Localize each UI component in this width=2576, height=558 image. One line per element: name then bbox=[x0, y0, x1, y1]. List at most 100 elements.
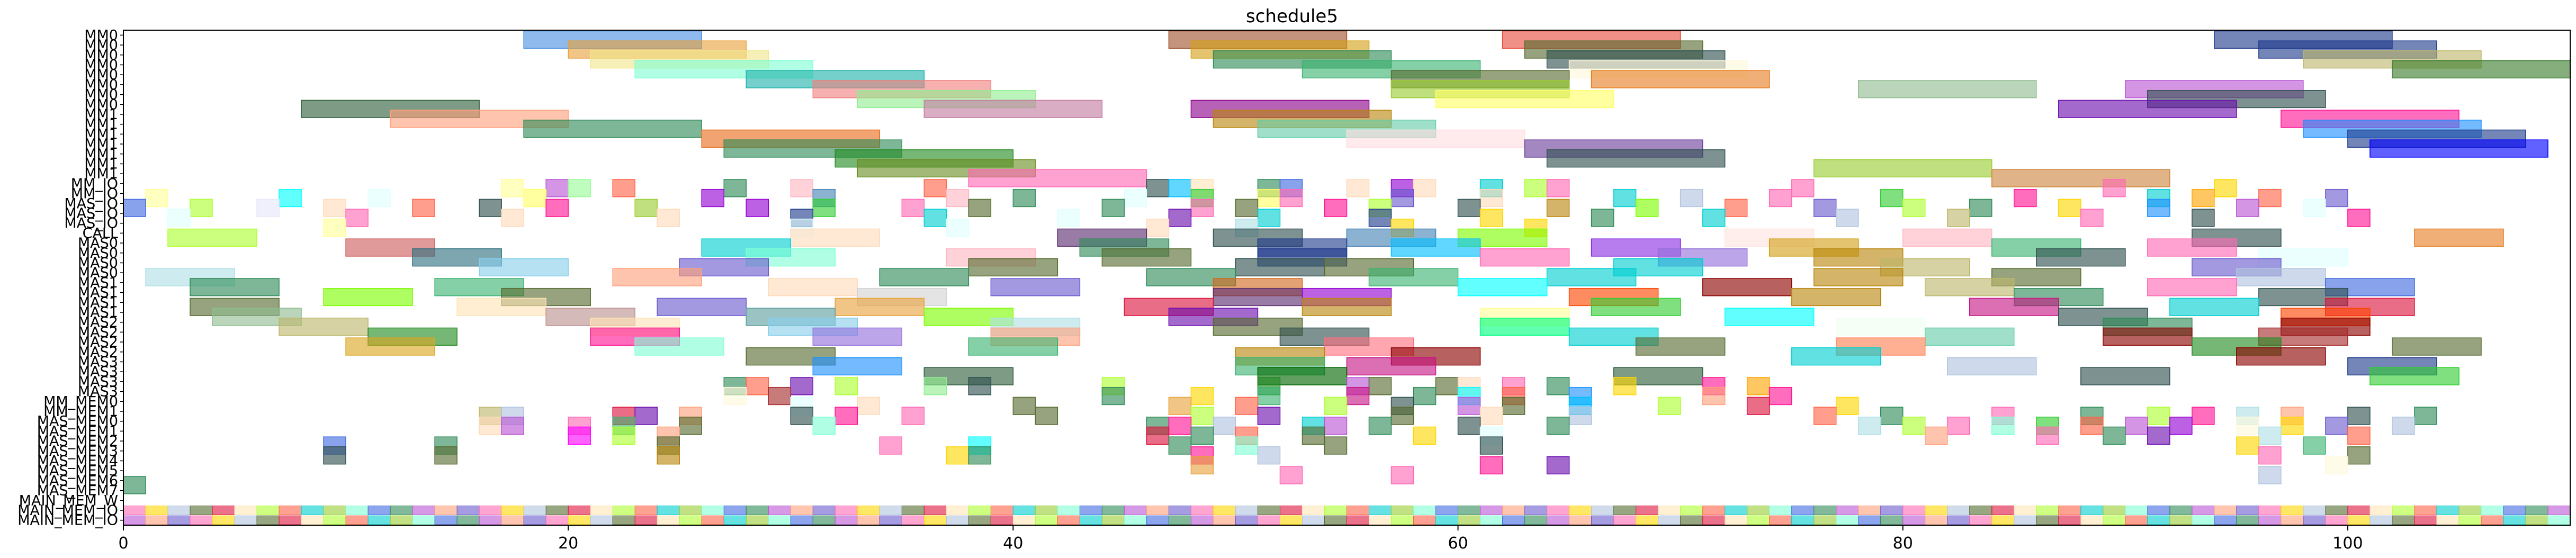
memory-task-bar bbox=[1791, 515, 1815, 525]
memory-task-bar bbox=[2214, 515, 2237, 525]
task-bar bbox=[1435, 377, 1459, 395]
memory-task-bar bbox=[2036, 506, 2059, 515]
memory-task-bar bbox=[1591, 515, 1614, 525]
memory-task-bar bbox=[1880, 515, 1904, 525]
memory-task-bar bbox=[768, 506, 791, 515]
task-bar bbox=[1791, 287, 1881, 307]
task-bar bbox=[1546, 179, 1570, 197]
task-bar bbox=[946, 188, 970, 208]
memory-task-bar bbox=[1369, 515, 1392, 525]
y-tick-label: MM_IO bbox=[71, 176, 118, 192]
task-bar bbox=[746, 199, 769, 217]
task-bar bbox=[123, 199, 146, 217]
memory-task-bar bbox=[1391, 515, 1414, 525]
task-bar bbox=[1924, 327, 2015, 346]
memory-task-bar bbox=[2281, 515, 2304, 525]
memory-task-bar bbox=[1636, 506, 1659, 515]
task-bar bbox=[2347, 209, 2371, 227]
task-bar bbox=[612, 179, 635, 197]
memory-task-bar bbox=[1925, 506, 1948, 515]
memory-task-bar bbox=[1524, 506, 1548, 515]
task-bar bbox=[834, 377, 858, 395]
task-bar bbox=[1946, 209, 1970, 227]
y-tick-label: MAS_MEM4 bbox=[37, 453, 118, 469]
task-bar bbox=[190, 199, 213, 217]
y-tick-label: MAS1 bbox=[78, 275, 118, 291]
memory-task-bar bbox=[2347, 515, 2371, 525]
x-tick-label: 40 bbox=[1003, 534, 1023, 553]
memory-task-bar bbox=[2303, 506, 2326, 515]
memory-task-bar bbox=[1947, 515, 1970, 525]
task-bar bbox=[1969, 199, 1992, 217]
memory-task-bar bbox=[1747, 506, 1770, 515]
task-bar bbox=[2236, 268, 2326, 286]
task-bar bbox=[1346, 357, 1437, 376]
task-bar bbox=[1635, 199, 1659, 217]
task-bar bbox=[1213, 417, 1236, 435]
y-tick-label: MAS0 bbox=[78, 235, 118, 251]
task-bar bbox=[723, 386, 747, 406]
task-bar bbox=[1591, 209, 1614, 227]
task-bar bbox=[923, 209, 947, 227]
task-bar bbox=[2414, 228, 2504, 247]
task-bar bbox=[768, 278, 858, 296]
memory-task-bar bbox=[1347, 506, 1370, 515]
task-bar bbox=[568, 179, 591, 197]
task-bar bbox=[1946, 417, 1970, 435]
memory-task-bar bbox=[434, 515, 457, 525]
task-bar bbox=[1324, 199, 1348, 217]
y-tick-label: MAS_IO bbox=[64, 205, 118, 222]
task-bar bbox=[1146, 179, 1170, 197]
task-bar bbox=[1168, 179, 1192, 197]
memory-task-bar bbox=[657, 506, 680, 515]
task-bar bbox=[1190, 456, 1214, 475]
task-bar bbox=[1702, 278, 1792, 296]
task-bar bbox=[701, 188, 724, 208]
memory-task-bar bbox=[1391, 506, 1414, 515]
y-tick-label: MM1 bbox=[84, 106, 118, 123]
memory-task-bar bbox=[390, 506, 413, 515]
memory-task-bar bbox=[1101, 515, 1125, 525]
memory-task-bar bbox=[2169, 506, 2193, 515]
task-bar bbox=[1479, 407, 1503, 425]
task-bar bbox=[2392, 60, 2571, 79]
memory-task-bar bbox=[412, 506, 435, 515]
task-bar bbox=[323, 199, 346, 217]
task-bar bbox=[1946, 357, 2037, 376]
task-bar bbox=[167, 228, 257, 247]
task-bar bbox=[2214, 179, 2237, 197]
task-bar bbox=[1769, 188, 1792, 208]
memory-task-bar bbox=[2125, 515, 2148, 525]
memory-task-bar bbox=[1213, 506, 1236, 515]
task-bar bbox=[1546, 377, 1570, 395]
task-bar bbox=[256, 199, 280, 217]
memory-task-bar bbox=[301, 515, 324, 525]
memory-task-bar bbox=[1035, 506, 1058, 515]
memory-task-bar bbox=[1991, 515, 2015, 525]
y-tick-label: MAS2 bbox=[78, 344, 118, 361]
memory-task-bar bbox=[323, 506, 346, 515]
memory-task-bar bbox=[1858, 506, 1881, 515]
task-bar bbox=[1791, 347, 1881, 366]
y-tick-label: CALL bbox=[83, 225, 118, 241]
task-bar bbox=[790, 377, 814, 395]
task-bar bbox=[968, 169, 1147, 187]
task-bar bbox=[1235, 258, 1325, 277]
y-tick-label: MAS1 bbox=[78, 294, 118, 311]
memory-task-bar bbox=[2258, 506, 2282, 515]
task-bar bbox=[1613, 377, 1637, 395]
task-bar bbox=[2058, 199, 2081, 217]
chart-title: schedule5 bbox=[1246, 6, 1338, 27]
memory-task-bar bbox=[1347, 515, 1370, 525]
task-bar bbox=[1168, 417, 1192, 435]
memory-task-bar bbox=[901, 515, 925, 525]
y-tick-label: MM1 bbox=[84, 126, 118, 142]
memory-task-bar bbox=[1702, 515, 1726, 525]
memory-task-bar bbox=[990, 515, 1013, 525]
memory-task-bar bbox=[412, 515, 435, 525]
memory-task-bar bbox=[2103, 506, 2126, 515]
task-bar bbox=[1924, 278, 2015, 296]
task-bar bbox=[123, 476, 146, 494]
task-bar bbox=[1591, 238, 1681, 257]
y-tick-label: MAS2 bbox=[78, 334, 118, 350]
